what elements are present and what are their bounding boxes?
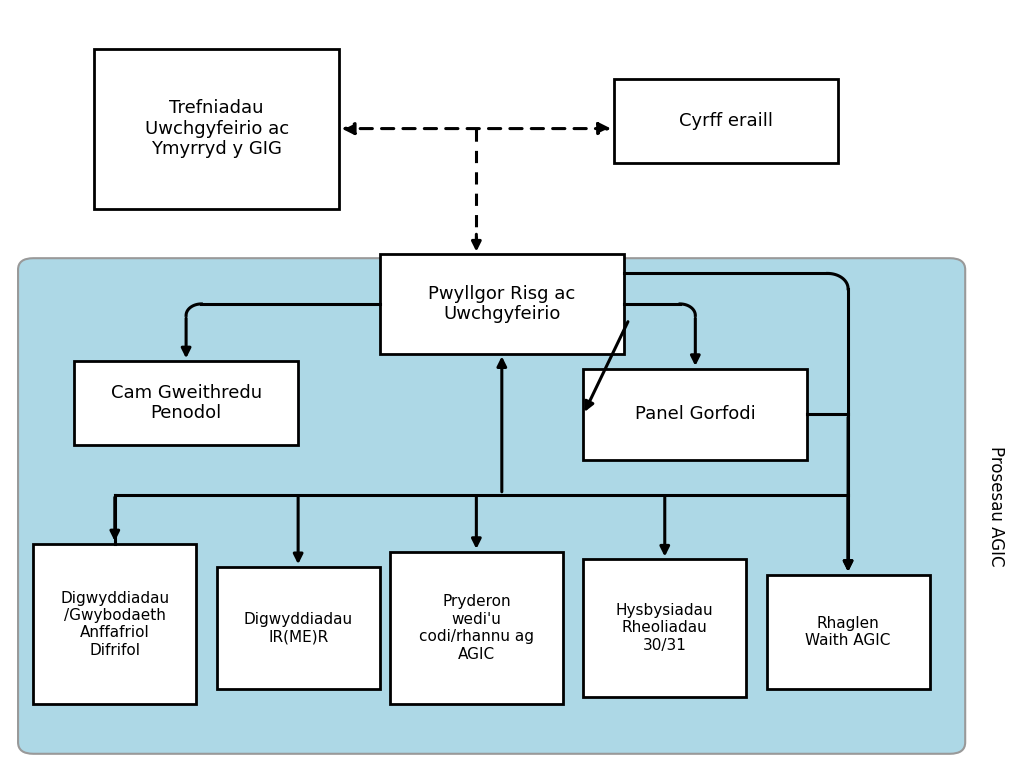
FancyBboxPatch shape: [34, 544, 197, 704]
FancyBboxPatch shape: [613, 79, 838, 163]
Text: Hysbysiadau
Rheoliadau
30/31: Hysbysiadau Rheoliadau 30/31: [616, 603, 714, 653]
Text: Digwyddiadau
IR(ME)R: Digwyddiadau IR(ME)R: [244, 612, 352, 644]
Text: Trefniadau
Uwchgyfeirio ac
Ymyrryd y GIG: Trefniadau Uwchgyfeirio ac Ymyrryd y GIG: [144, 99, 289, 158]
Text: Pryderon
wedi'u
codi/rhannu ag
AGIC: Pryderon wedi'u codi/rhannu ag AGIC: [419, 594, 534, 661]
FancyBboxPatch shape: [94, 48, 339, 209]
FancyBboxPatch shape: [217, 567, 380, 689]
FancyBboxPatch shape: [584, 369, 807, 460]
FancyBboxPatch shape: [380, 254, 624, 353]
Text: Panel Gorfodi: Panel Gorfodi: [635, 406, 756, 423]
Text: Cam Gweithredu
Penodol: Cam Gweithredu Penodol: [111, 384, 262, 422]
FancyBboxPatch shape: [74, 361, 298, 445]
Text: Cyrff eraill: Cyrff eraill: [679, 112, 773, 130]
FancyBboxPatch shape: [767, 574, 930, 689]
Text: Rhaglen
Waith AGIC: Rhaglen Waith AGIC: [806, 616, 891, 648]
FancyBboxPatch shape: [18, 258, 966, 753]
Text: Prosesau AGIC: Prosesau AGIC: [987, 445, 1005, 566]
FancyBboxPatch shape: [584, 559, 746, 697]
Text: Digwyddiadau
/Gwybodaeth
Anffafriol
Difrifol: Digwyddiadau /Gwybodaeth Anffafriol Difr…: [60, 591, 169, 657]
FancyBboxPatch shape: [390, 551, 563, 704]
Text: Pwyllgor Risg ac
Uwchgyfeirio: Pwyllgor Risg ac Uwchgyfeirio: [428, 284, 575, 323]
